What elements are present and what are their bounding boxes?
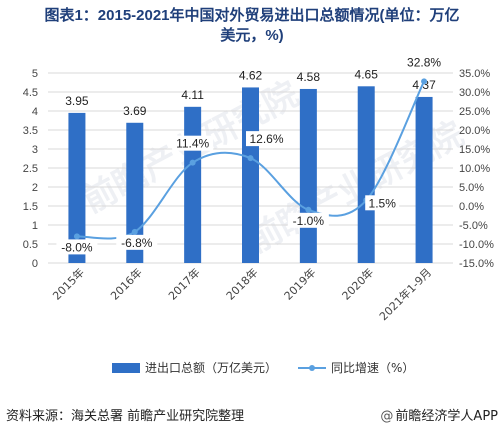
x-axis-category-label: 2015年 [50, 265, 87, 302]
chart-title-line2: 美元，%) [220, 27, 284, 44]
weibo-at-icon: @ [380, 409, 394, 424]
growth-label-bg [287, 212, 329, 228]
growth-point [73, 233, 80, 240]
growth-label-bg [116, 234, 158, 250]
right-axis-tick-label: -15.0% [459, 258, 494, 270]
bar-value-label: 3.95 [65, 94, 89, 108]
bar-value-label: 4.11 [181, 88, 204, 102]
left-axis-tick-label: 3.5 [23, 125, 38, 137]
legend-line-marker [309, 365, 315, 371]
x-axis-category-label: 2016年 [107, 265, 144, 302]
bar-value-label: 3.69 [123, 104, 147, 118]
growth-point [247, 155, 254, 162]
growth-point [131, 228, 138, 235]
bar-value-label: 4.58 [297, 70, 321, 84]
right-axis-tick-label: -10.0% [459, 239, 494, 251]
right-axis-tick-label: 30.0% [459, 87, 490, 99]
x-axis-category-label: 2021年1-9月 [376, 265, 434, 323]
bar [242, 87, 259, 263]
left-axis-tick-label: 4.5 [23, 87, 38, 99]
left-axis-tick-label: 2.5 [23, 163, 38, 175]
x-axis-category-label: 2017年 [165, 265, 202, 302]
legend-bar-swatch [112, 363, 140, 373]
growth-line [76, 80, 425, 240]
left-axis-tick-label: 5 [32, 68, 38, 80]
app-credit: @ 前瞻经济学人APP [380, 405, 498, 424]
growth-label-bg [246, 131, 287, 147]
right-axis-tick-label: -5.0% [459, 220, 488, 232]
growth-value-label: 32.8% [407, 55, 441, 69]
left-axis-tick-label: 1.5 [23, 201, 38, 213]
growth-value-label: 12.6% [249, 132, 283, 146]
growth-point [305, 206, 312, 213]
growth-label-bg [365, 195, 400, 211]
bar [184, 106, 202, 263]
right-axis-tick-label: 20.0% [459, 125, 490, 137]
growth-label-bg [403, 54, 445, 70]
bar [357, 86, 375, 263]
right-axis-tick-label: 35.0% [459, 68, 490, 80]
left-axis-tick-label: 4 [32, 106, 38, 118]
left-axis-tick-label: 3 [32, 144, 38, 156]
growth-value-label: 1.5% [369, 196, 397, 210]
right-axis-tick-label: 10.0% [459, 163, 490, 175]
bar [299, 88, 317, 264]
growth-label-bg [56, 239, 98, 255]
growth-value-label: -8.0% [61, 240, 93, 254]
left-axis-tick-label: 2 [32, 182, 38, 194]
left-axis-tick-label: 0.5 [23, 239, 38, 251]
growth-value-label: -6.8% [121, 236, 153, 250]
x-axis-category-label: 2019年 [281, 265, 318, 302]
source-note: 资料来源：海关总署 前瞻产业研究院整理 [6, 409, 245, 424]
bar-value-label: 4.65 [355, 67, 379, 81]
legend-bar-label: 进出口总额（万亿美元） [145, 360, 277, 375]
right-axis-tick-label: 5.0% [459, 182, 484, 194]
growth-value-label: -1.0% [293, 214, 325, 228]
x-axis-category-label: 2018年 [223, 265, 260, 302]
x-axis-category-label: 2020年 [339, 265, 376, 302]
growth-point [189, 159, 196, 166]
bar [415, 96, 433, 263]
right-axis-tick-label: 15.0% [459, 144, 490, 156]
chart-title: 图表1：2015-2021年中国对外贸易进出口总额情况(单位：万亿 美元，%) [0, 6, 504, 46]
right-axis-tick-label: 25.0% [459, 106, 490, 118]
growth-point [421, 78, 428, 85]
left-axis-tick-label: 1 [32, 220, 38, 232]
bar-value-label: 4.62 [239, 68, 263, 82]
app-credit-text: 前瞻经济学人APP [395, 409, 498, 424]
growth-value-label: 11.4% [176, 137, 209, 151]
bar [68, 112, 86, 264]
growth-label-bg [172, 135, 214, 151]
bar-value-label: 4.37 [412, 78, 436, 92]
legend-line-label: 同比增速（%） [331, 361, 414, 375]
chart-title-line1: 图表1：2015-2021年中国对外贸易进出口总额情况(单位：万亿 [44, 7, 460, 24]
right-axis-tick-label: 0.0% [459, 201, 484, 213]
left-axis-tick-label: 0 [32, 258, 38, 270]
